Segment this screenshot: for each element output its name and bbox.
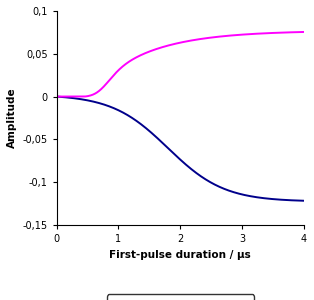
Line: antiecho: antiecho	[57, 32, 304, 97]
antiecho	[268, 31, 272, 35]
echo	[205, 178, 209, 182]
antiecho	[212, 35, 216, 39]
echo	[55, 95, 58, 98]
Y-axis label: Amplitude: Amplitude	[7, 88, 17, 148]
Line: echo: echo	[57, 97, 304, 201]
antiecho	[70, 95, 74, 98]
Legend: echo, antiecho: echo, antiecho	[106, 294, 254, 300]
echo	[212, 182, 216, 186]
echo	[70, 96, 74, 100]
antiecho	[302, 30, 306, 34]
echo	[242, 193, 246, 197]
antiecho	[198, 37, 202, 41]
echo	[198, 174, 202, 178]
X-axis label: First-pulse duration / μs: First-pulse duration / μs	[110, 250, 251, 260]
echo	[268, 197, 272, 201]
echo	[302, 199, 306, 202]
antiecho	[55, 95, 58, 98]
antiecho	[242, 33, 246, 36]
antiecho	[205, 36, 209, 40]
